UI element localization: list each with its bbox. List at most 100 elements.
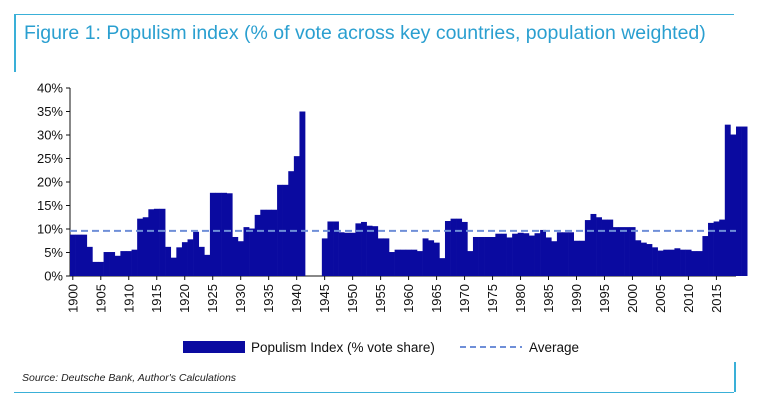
bar-2005 [657,250,664,276]
bar-1910 [125,251,132,276]
bar-1977 [500,233,507,276]
bar-1975 [489,236,496,276]
x-tick-label: 1950 [345,284,360,313]
bar-1931 [243,227,250,276]
bar-1979 [512,233,519,276]
bar-2014 [708,222,714,276]
bar-1966 [439,258,446,276]
bar-1904 [92,261,99,276]
x-tick-label: 1930 [233,284,248,313]
bar-1929 [232,236,239,276]
bar-1922 [193,231,200,276]
bar-1902 [81,234,88,276]
x-tick-label: 1995 [597,284,612,313]
bar-1992 [584,220,591,276]
bar-1959 [400,249,407,276]
x-tick-label: 1945 [317,284,332,313]
bar-1957 [389,252,395,276]
bar-2006 [663,249,670,276]
bar-1915 [153,208,160,276]
bar-1930 [237,241,244,276]
x-tick-label: 1990 [569,284,584,313]
bar-1970 [461,221,468,276]
bar-1989 [568,232,574,276]
bar-1976 [495,233,502,276]
bar-1986 [551,241,558,276]
x-tick-label: 1925 [205,284,220,313]
bar-1971 [467,251,474,276]
bar-1919 [176,247,183,276]
bar-2003 [646,244,653,276]
bar-1954 [372,226,379,276]
bar-1920 [181,242,188,276]
x-tick-label: 1965 [429,284,444,313]
bar-1916 [159,208,166,276]
bar-1948 [338,232,345,276]
chart-title: Figure 1: Populism index (% of vote acro… [24,22,706,44]
bar-1905 [97,261,104,276]
bar-1969 [456,218,463,276]
bar-1980 [517,232,524,276]
x-tick-label: 2010 [681,284,696,313]
bar-1921 [187,239,194,276]
y-tick-label: 25% [37,151,63,166]
bar-1940 [293,156,300,276]
bar-1958 [394,249,401,276]
y-tick-label: 35% [37,104,63,119]
bar-1952 [361,221,367,276]
frame-left-border [14,14,16,72]
x-tick-label: 1900 [65,284,80,313]
y-tick-label: 5% [44,245,63,260]
bar-1962 [416,251,423,276]
x-tick-label: 1940 [289,284,304,313]
x-tick-label: 2000 [625,284,640,313]
bar-1917 [165,246,172,276]
y-tick-label: 40% [37,81,63,96]
bar-1955 [377,238,384,276]
bar-series [70,111,748,276]
bar-1907 [109,252,116,276]
bar-1926 [215,192,222,276]
bar-2004 [652,247,658,276]
frame-top-border [14,14,734,15]
x-tick-label: 1975 [485,284,500,313]
bar-1918 [170,257,177,276]
bar-2013 [702,236,709,276]
bar-1999 [624,227,630,276]
bar-1997 [612,227,619,276]
x-tick-label: 1985 [541,284,556,313]
bar-1909 [120,251,127,276]
bar-1949 [344,232,351,276]
y-axis: 0% 5% 10% 15% 20% 25% 30% 35% 40% [37,81,71,284]
y-tick-label: 15% [37,198,63,213]
bar-1914 [148,209,155,276]
bar-2016 [719,219,726,276]
bar-1983 [534,233,541,276]
bar-1987 [556,232,563,276]
y-tick-label: 10% [37,222,63,237]
bar-1932 [249,228,255,276]
bar-1925 [209,192,216,276]
bar-2018 [730,134,737,276]
bar-1935 [265,209,272,276]
bar-1981 [523,233,530,276]
bar-1990 [573,240,580,276]
bar-1908 [114,255,121,276]
bar-1927 [221,192,228,276]
bar-1951 [355,223,362,276]
x-tick-label: 1905 [93,284,108,313]
bar-1939 [288,171,295,276]
bar-2001 [635,240,642,276]
bar-2011 [691,251,698,276]
bar-1967 [444,221,451,276]
bar-1900 [70,234,76,276]
bar-1988 [562,232,569,276]
bar-1923 [198,246,205,276]
x-axis: 1900 1905 1910 1915 1920 1925 1930 1935 1940 1945… [65,275,736,313]
y-tick-label: 20% [37,175,63,190]
bar-1972 [472,236,479,276]
x-tick-label: 1970 [457,284,472,313]
legend-label-average: Average [529,340,579,355]
bar-1945 [321,238,328,276]
bar-undefined [741,126,748,276]
